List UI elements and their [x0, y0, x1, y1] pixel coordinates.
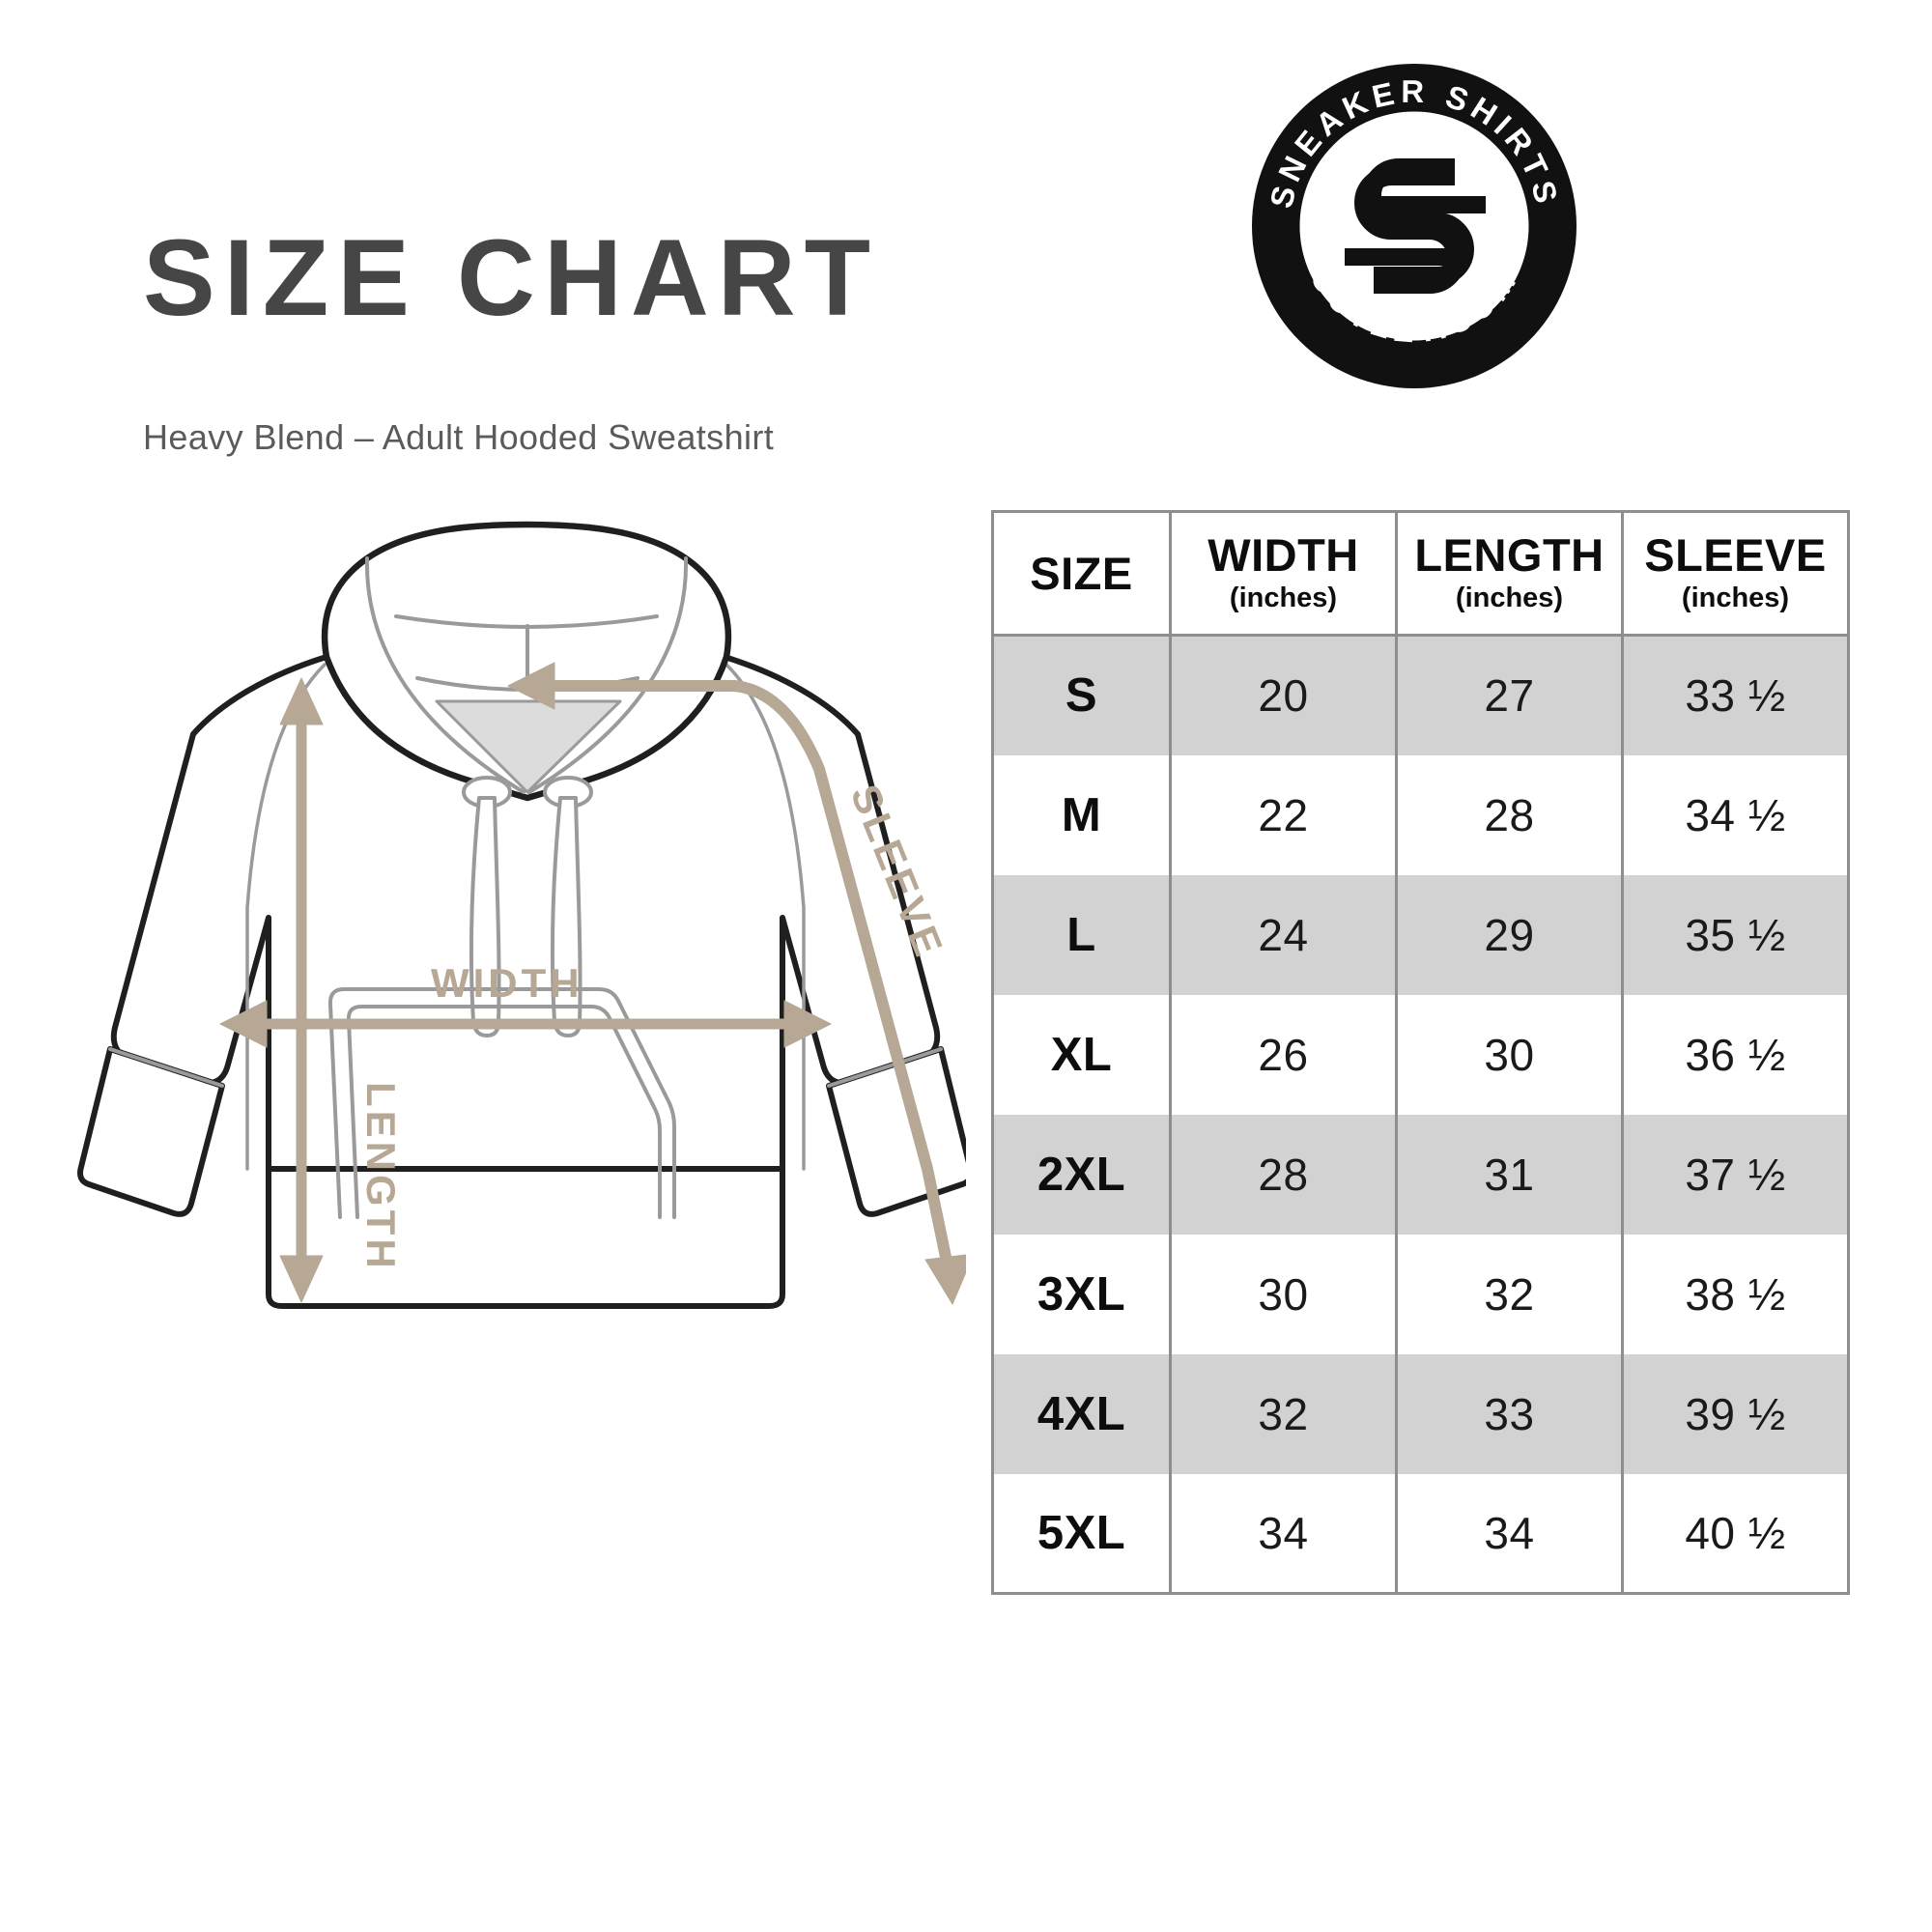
cell-width: 24	[1169, 874, 1398, 995]
table-row: 2XL 28 31 37 ½	[991, 1114, 1850, 1235]
brand-logo: SNEAKER SHIRTS OUTLET.COM	[1248, 60, 1580, 392]
kangaroo-pocket-inner	[346, 1005, 662, 1219]
label-length: LENGTH	[358, 1082, 404, 1272]
cell-size: S	[991, 635, 1172, 755]
table-row: M 22 28 34 ½	[991, 754, 1850, 875]
title-block: SIZE CHART Heavy Blend – Adult Hooded Sw…	[143, 224, 935, 458]
table-header-row: SIZE WIDTH (inches) LENGTH (inches) SLEE…	[991, 511, 1850, 637]
logo-monogram	[1354, 158, 1474, 294]
sleeve-arrow-head-end	[924, 1254, 966, 1305]
cell-width: 20	[1169, 635, 1398, 755]
table-row: 5XL 34 34 40 ½	[991, 1473, 1850, 1594]
cell-width: 30	[1169, 1234, 1398, 1354]
column-header-length-label: LENGTH	[1414, 528, 1605, 581]
cell-length: 34	[1395, 1473, 1624, 1594]
measure-guides	[219, 662, 966, 1305]
kangaroo-pocket-outer	[327, 987, 676, 1219]
cell-sleeve: 35 ½	[1621, 874, 1850, 995]
table-row: S 20 27 33 ½	[991, 635, 1850, 755]
hoodie-illustration: WIDTH LENGTH SLEEVE	[77, 502, 966, 1565]
column-header-length: LENGTH (inches)	[1395, 511, 1624, 637]
cell-sleeve: 36 ½	[1621, 994, 1850, 1115]
cell-length: 32	[1395, 1234, 1624, 1354]
column-header-sleeve: SLEEVE (inches)	[1621, 511, 1850, 637]
table-row: 3XL 30 32 38 ½	[991, 1234, 1850, 1354]
cell-width: 26	[1169, 994, 1398, 1115]
cell-size: L	[991, 874, 1172, 995]
cell-size: 5XL	[991, 1473, 1172, 1594]
cell-size: 3XL	[991, 1234, 1172, 1354]
cell-sleeve: 37 ½	[1621, 1114, 1850, 1235]
table-row: L 24 29 35 ½	[991, 874, 1850, 995]
sleeve-arrow-head-start	[507, 662, 555, 710]
column-header-size: SIZE	[991, 511, 1172, 637]
cell-size: 2XL	[991, 1114, 1172, 1235]
column-header-width-label: WIDTH	[1208, 528, 1359, 581]
column-header-width-unit: (inches)	[1229, 582, 1338, 613]
size-table-container: SIZE WIDTH (inches) LENGTH (inches) SLEE…	[991, 510, 1850, 1595]
shoulder-seam-left	[245, 663, 327, 1171]
drawstring-left	[469, 796, 501, 1037]
cell-sleeve: 39 ½	[1621, 1353, 1850, 1474]
table-row: XL 26 30 36 ½	[991, 994, 1850, 1115]
label-width: WIDTH	[431, 960, 583, 1006]
width-arrow-head-left	[219, 1000, 268, 1048]
cell-size: M	[991, 754, 1172, 875]
cell-size: XL	[991, 994, 1172, 1115]
cuff-seam-right	[827, 1047, 943, 1088]
cell-width: 28	[1169, 1114, 1398, 1235]
length-arrow-head-bottom	[279, 1255, 324, 1303]
hood-inner-right	[527, 556, 689, 794]
size-table: SIZE WIDTH (inches) LENGTH (inches) SLEE…	[991, 510, 1850, 1595]
logo-monogram-bars	[1345, 196, 1486, 266]
width-arrow-head-right	[783, 1000, 832, 1048]
page-title: SIZE CHART	[143, 217, 879, 338]
cell-length: 29	[1395, 874, 1624, 995]
cuff-seam-left	[108, 1047, 224, 1088]
cell-length: 30	[1395, 994, 1624, 1115]
cell-sleeve: 33 ½	[1621, 635, 1850, 755]
sleeve-arrow-line	[547, 680, 952, 1264]
cell-sleeve: 40 ½	[1621, 1473, 1850, 1594]
column-header-length-unit: (inches)	[1455, 582, 1564, 613]
cell-sleeve: 34 ½	[1621, 754, 1850, 875]
cell-length: 27	[1395, 635, 1624, 755]
hood-inner-left	[364, 556, 526, 794]
column-header-width: WIDTH (inches)	[1169, 511, 1398, 637]
cell-width: 22	[1169, 754, 1398, 875]
column-header-size-label: SIZE	[1030, 547, 1133, 599]
page-subtitle: Heavy Blend – Adult Hooded Sweatshirt	[143, 417, 775, 457]
column-header-sleeve-label: SLEEVE	[1644, 528, 1827, 581]
cell-sleeve: 38 ½	[1621, 1234, 1850, 1354]
cell-size: 4XL	[991, 1353, 1172, 1474]
cell-length: 33	[1395, 1353, 1624, 1474]
cell-length: 31	[1395, 1114, 1624, 1235]
hoodie-waistband	[266, 1166, 785, 1309]
table-row: 4XL 32 33 39 ½	[991, 1353, 1850, 1474]
cell-length: 28	[1395, 754, 1624, 875]
drawstring-right	[551, 796, 582, 1037]
neck-v-fill	[435, 699, 622, 794]
hoodie-cuff-left	[77, 1046, 225, 1217]
cell-width: 34	[1169, 1473, 1398, 1594]
length-arrow-head-top	[279, 677, 324, 725]
column-header-sleeve-unit: (inches)	[1681, 582, 1790, 613]
drawstring-grommets	[462, 776, 593, 809]
cell-width: 32	[1169, 1353, 1398, 1474]
